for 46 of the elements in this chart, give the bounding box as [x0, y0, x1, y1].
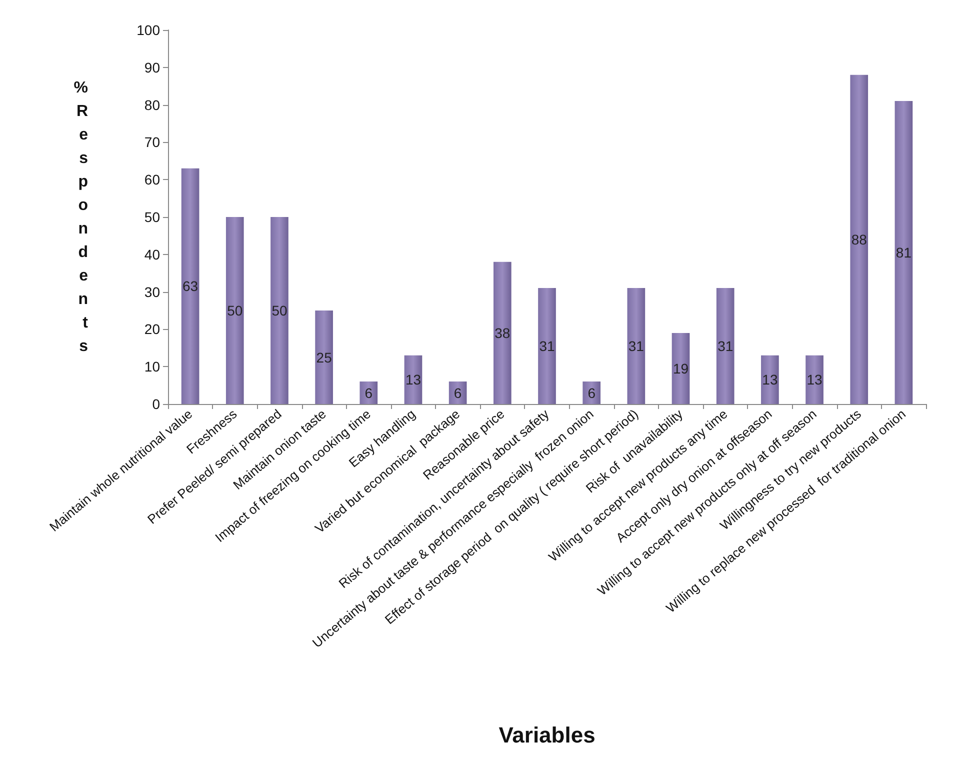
- data-label: 6: [454, 384, 462, 401]
- bar: [270, 217, 288, 404]
- data-label: 81: [896, 244, 912, 261]
- y-tick-label: 10: [144, 358, 160, 375]
- y-tick-label: 100: [136, 22, 160, 38]
- y-tick-label: 30: [144, 284, 160, 300]
- data-label: 13: [762, 372, 778, 388]
- bar: [672, 332, 690, 404]
- data-label: 50: [227, 302, 243, 318]
- data-label: 38: [494, 324, 510, 341]
- y-tick-label: 60: [144, 172, 160, 188]
- bar: [850, 74, 868, 404]
- text: % Respondents: [74, 79, 88, 355]
- data-label: 31: [718, 338, 734, 354]
- data-label: 19: [672, 360, 689, 376]
- data-label: 63: [182, 278, 198, 294]
- y-tick-label: 80: [144, 96, 160, 113]
- bar: [493, 262, 512, 404]
- bar: [360, 382, 378, 404]
- bar: [627, 288, 646, 404]
- bar: [226, 217, 244, 404]
- data-label: 6: [364, 384, 373, 401]
- data-label: 25: [316, 349, 332, 366]
- data-label: 31: [539, 338, 555, 354]
- data-label: 31: [628, 338, 644, 354]
- bar: [806, 355, 824, 404]
- y-tick-label: 70: [144, 134, 160, 150]
- bar: [181, 168, 200, 404]
- y-tick-label: 20: [144, 321, 160, 338]
- data-label: 6: [588, 384, 596, 401]
- y-tick-label: 50: [144, 209, 160, 225]
- y-tick-label: 90: [144, 59, 160, 76]
- bar: [582, 382, 601, 404]
- bar: [315, 310, 333, 404]
- data-label: 13: [806, 372, 823, 388]
- bar: [538, 288, 556, 404]
- y-tick-label: 40: [144, 246, 160, 262]
- data-label: 50: [272, 302, 288, 318]
- bar: [404, 355, 422, 404]
- bar: [761, 355, 779, 404]
- x-axis-title: Variables: [498, 722, 596, 748]
- data-label: 88: [851, 231, 868, 248]
- y-tick-label: 0: [152, 396, 160, 412]
- bar: [894, 101, 913, 404]
- data-label: 13: [405, 372, 422, 388]
- bar: [716, 288, 734, 404]
